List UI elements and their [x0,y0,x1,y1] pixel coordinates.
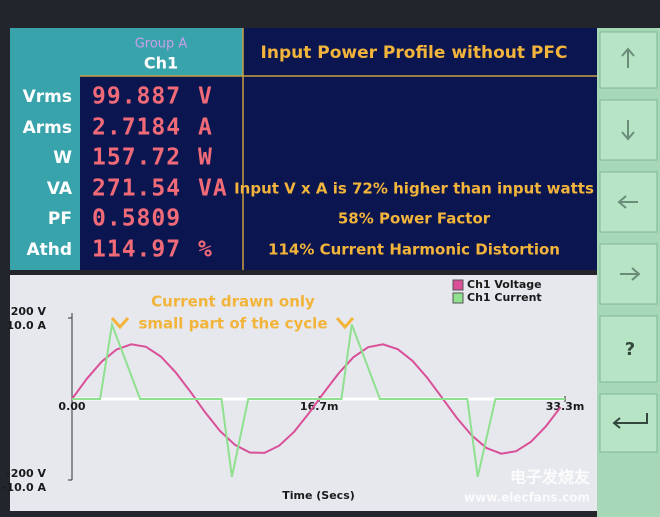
measure-label: Vrms [23,87,72,107]
measure-note: Input V x A is 72% higher than input wat… [234,180,594,198]
help-label[interactable]: ? [625,339,635,360]
enter-button[interactable] [599,393,658,453]
x-tick-label: 16.7m [300,400,339,413]
measure-unit: V [198,84,213,110]
arrow-icon [612,413,648,429]
measure-label: Athd [26,240,72,260]
legend-label: Ch1 Current [467,291,542,304]
header-cell [80,28,243,76]
measure-label: Arms [23,118,72,138]
label-column [10,28,80,270]
measure-value: 2.7184 [92,115,181,141]
series-line [72,320,565,478]
left-button[interactable] [599,171,658,233]
legend-swatch [452,279,464,291]
measure-value: 157.72 [92,145,181,171]
measure-unit: W [198,145,213,171]
arrow-icon [617,195,638,209]
arrow-icon [621,47,635,68]
y2-tick-label: 10.0 A [7,319,47,332]
measure-value: 114.97 [92,237,181,263]
series-line [71,343,562,455]
measure-label: VA [47,179,73,199]
annotation: small part of the cycle [138,315,327,333]
annotation: Current drawn only [151,293,315,311]
arrow-icon [621,120,635,141]
legend-label: Ch1 Voltage [467,278,542,291]
x-tick-label: 33.3m [546,400,585,413]
panel-title: Input Power Profile without PFC [261,43,568,63]
watermark: 电子发烧友 [510,468,591,487]
right-button[interactable] [599,243,658,305]
x-axis-label: Time (Secs) [282,489,355,502]
measure-unit: % [198,237,213,263]
y-tick-label: -200 V [6,467,46,480]
measure-value: 0.5809 [92,206,181,232]
y2-tick-label: -10.0 A [2,481,47,494]
x-tick-label: 0.00 [58,400,85,413]
measure-label: W [53,148,72,168]
measure-unit: A [198,115,213,141]
up-button[interactable] [599,31,658,89]
measure-value: 271.54 [92,176,181,202]
plot-panel [10,275,597,511]
annotation-arrow [110,317,355,330]
down-button[interactable] [599,99,658,161]
legend-swatch [452,292,464,304]
y-tick-label: 200 V [11,305,47,318]
watermark: www.elecfans.com [464,491,590,505]
button[interactable] [599,315,658,383]
arrow-icon [620,267,641,281]
help-button[interactable]: ? [599,315,658,383]
measure-value: 99.887 [92,84,181,110]
measure-label: PF [48,209,72,229]
channel-label: Ch1 [144,54,178,73]
measure-note: 58% Power Factor [338,210,491,228]
group-label: Group A [135,37,188,52]
measure-note: 114% Current Harmonic Distortion [268,241,560,259]
measure-unit: VA [198,176,228,202]
